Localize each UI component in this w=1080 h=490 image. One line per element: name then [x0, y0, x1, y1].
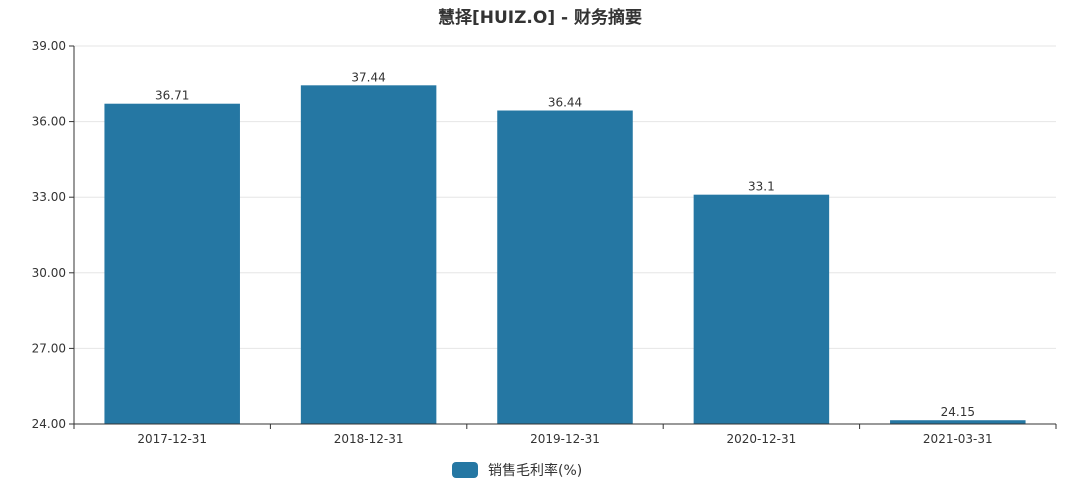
legend-label: 销售毛利率(%) — [488, 463, 583, 479]
y-tick-label: 27.00 — [32, 341, 66, 355]
y-tick-label: 30.00 — [32, 266, 66, 280]
bar — [693, 194, 830, 424]
data-label: 24.15 — [941, 405, 975, 419]
y-tick-label: 33.00 — [32, 190, 66, 204]
data-label: 36.71 — [155, 89, 189, 103]
legend[interactable]: 销售毛利率(%) — [452, 460, 582, 480]
data-label: 33.1 — [748, 180, 775, 194]
x-tick-label: 2019-12-31 — [530, 432, 600, 446]
bar — [300, 85, 437, 424]
data-label: 36.44 — [548, 96, 582, 110]
x-tick-label: 2020-12-31 — [727, 432, 797, 446]
value-labels: 36.71 37.44 36.44 33.1 24.15 — [155, 70, 975, 419]
bar — [497, 110, 633, 425]
legend-swatch — [452, 462, 478, 478]
axes: 24.00 27.00 30.00 33.00 36.00 39.00 2017-12-31… — [32, 39, 1057, 446]
bars — [104, 85, 1026, 425]
bar — [104, 103, 240, 424]
y-tick-label: 39.00 — [32, 39, 66, 53]
x-tick-label: 2017-12-31 — [137, 432, 207, 446]
y-tick-label: 36.00 — [32, 115, 66, 129]
x-tick-label: 2021-03-31 — [923, 432, 993, 446]
chart-title: 慧择[HUIZ.O] - 财务摘要 — [437, 8, 643, 28]
y-tick-label: 24.00 — [32, 417, 66, 431]
x-tick-label: 2018-12-31 — [334, 432, 404, 446]
data-label: 37.44 — [351, 70, 385, 84]
bar — [890, 420, 1026, 424]
